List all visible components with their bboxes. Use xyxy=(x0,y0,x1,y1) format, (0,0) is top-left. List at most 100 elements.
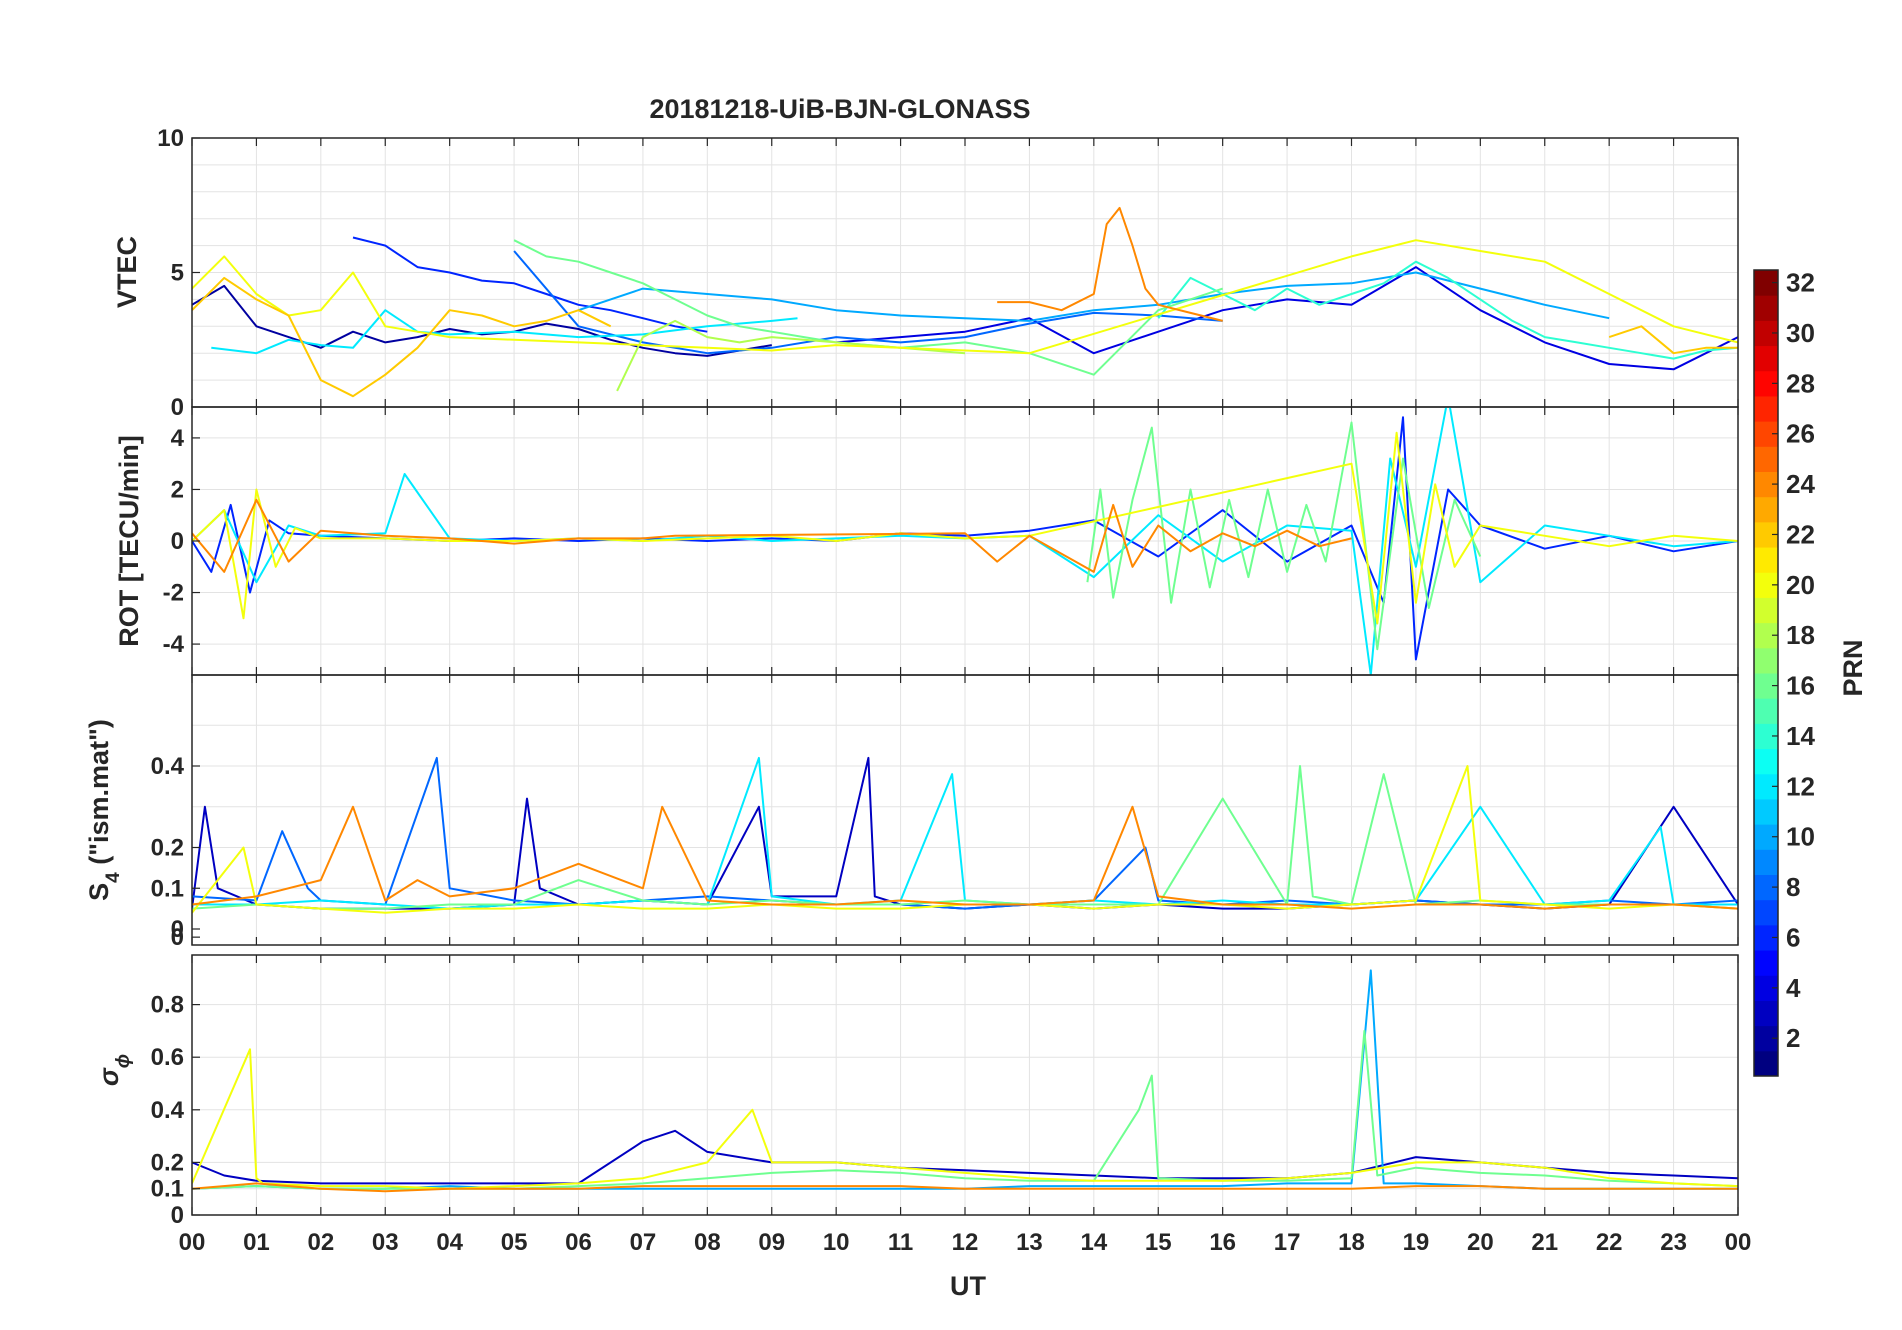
colorbar-segment xyxy=(1754,446,1778,472)
rot-series-prn-16 xyxy=(1086,421,1482,651)
colorbar-segment xyxy=(1754,1050,1778,1077)
sigma-y-tick-label: 0.2 xyxy=(151,1149,184,1176)
colorbar-segment xyxy=(1754,647,1778,674)
x-tick-label: 00 xyxy=(179,1229,206,1256)
x-axis-label: UT xyxy=(950,1271,986,1301)
rot-y-tick-label: 0 xyxy=(171,528,184,555)
x-tick-label: 22 xyxy=(1596,1229,1623,1256)
x-tick-label: 05 xyxy=(501,1229,528,1256)
colorbar-segment xyxy=(1754,295,1778,321)
x-tick-label: 00 xyxy=(1725,1229,1752,1256)
s4-series-prn-12 xyxy=(192,756,1738,910)
x-tick-label: 10 xyxy=(823,1229,850,1256)
colorbar-tick-label: 10 xyxy=(1786,822,1815,852)
colorbar-tick-label: 20 xyxy=(1786,570,1815,600)
rot-y-tick-label: -2 xyxy=(163,580,184,607)
x-tick-label: 21 xyxy=(1531,1229,1558,1256)
colorbar-tick-label: 4 xyxy=(1786,973,1801,1003)
colorbar-segment xyxy=(1754,748,1778,775)
s4-y-tick-label: 0.2 xyxy=(151,835,184,862)
s4-series-group xyxy=(192,756,1738,914)
vtec-series-prn-20 xyxy=(192,239,1738,355)
colorbar-tick-label: 30 xyxy=(1786,318,1815,348)
rot-y-label: ROT [TECU/min] xyxy=(114,435,144,646)
colorbar-segment xyxy=(1754,798,1778,825)
x-tick-label: 18 xyxy=(1338,1229,1365,1256)
rot-y-tick-label: 2 xyxy=(171,476,184,503)
colorbar-segment xyxy=(1754,849,1778,875)
colorbar-segment xyxy=(1754,395,1778,422)
s4-y-tick-label: 0.4 xyxy=(151,753,185,780)
colorbar-tick-label: 14 xyxy=(1786,721,1815,751)
x-tick-label: 12 xyxy=(952,1229,979,1256)
colorbar-segment xyxy=(1754,950,1778,976)
vtec-series-prn-6 xyxy=(352,236,708,333)
s4-series-prn-24 xyxy=(192,805,1738,910)
x-tick-label: 02 xyxy=(307,1229,334,1256)
x-tick-label: 17 xyxy=(1274,1229,1301,1256)
s4-y-label: S4 ("ism.mat") xyxy=(84,719,124,901)
x-tick-label: 11 xyxy=(888,1229,913,1256)
x-tick-label: 06 xyxy=(565,1229,592,1256)
colorbar-segment xyxy=(1754,345,1778,372)
panel-sigma: 00.10.2 0.4 0.6 0.8 xyxy=(151,954,1739,1229)
sigma-series-prn-24 xyxy=(192,1182,1738,1193)
colorbar-tick-label: 32 xyxy=(1786,268,1815,298)
vtec-series-prn-2 xyxy=(192,284,772,357)
colorbar-tick-label: 28 xyxy=(1786,368,1815,398)
colorbar-segment xyxy=(1754,496,1778,523)
vtec-series-prn-10 xyxy=(578,271,1610,322)
vtec-y-tick-label: 5 xyxy=(171,260,184,287)
panel-s4: 00 0.1 0.2 0.4 xyxy=(151,674,1739,951)
vtec-y-tick-label: 0 xyxy=(171,394,184,421)
x-tick-label: 07 xyxy=(630,1229,657,1256)
colorbar-tick-label: 8 xyxy=(1786,872,1800,902)
vtec-series-prn-24 xyxy=(997,206,1223,322)
x-tick-label: 03 xyxy=(372,1229,399,1256)
x-tick-label: 15 xyxy=(1145,1229,1172,1256)
colorbar-frame xyxy=(1753,269,1779,1077)
x-tick-label: 08 xyxy=(694,1229,721,1256)
rot-series-prn-24 xyxy=(192,498,1352,573)
colorbar-tick-label: 2 xyxy=(1786,1023,1800,1053)
colorbar-tick-label: 18 xyxy=(1786,620,1815,650)
vtec-series-prn-4 xyxy=(836,266,1738,371)
x-tick-label: 14 xyxy=(1080,1229,1107,1256)
x-tick-label: 13 xyxy=(1016,1229,1043,1256)
colorbar-label: PRN xyxy=(1838,639,1868,696)
sigma-y-tick-label: 0.4 xyxy=(151,1097,185,1124)
figure-title: 20181218-UiB-BJN-GLONASS xyxy=(649,94,1030,124)
colorbar-segment xyxy=(1754,1000,1778,1027)
vtec-series-prn-16 xyxy=(513,239,1224,376)
vtec-series-prn-8 xyxy=(513,250,1223,355)
sigma-y-tick-label: 0.6 xyxy=(151,1044,184,1071)
x-tick-label: 04 xyxy=(436,1229,463,1256)
colorbar-tick-label: 22 xyxy=(1786,519,1815,549)
colorbar-segment xyxy=(1754,547,1778,573)
colorbar-tick-label: 6 xyxy=(1786,922,1800,952)
rot-y-tick-label: 4 xyxy=(171,425,185,452)
colorbar-segment xyxy=(1754,698,1778,724)
vtec-y-label: VTEC xyxy=(112,236,142,308)
sigma-y-tick-label: 0 xyxy=(171,1202,184,1229)
rot-series-group xyxy=(192,407,1738,675)
s4-y-tick-label: 0.1 xyxy=(151,875,184,902)
sigma-y-label: σϕ xyxy=(94,1054,134,1086)
panel-vtec: 0 5 10 xyxy=(157,125,1739,421)
vtec-series-group xyxy=(192,206,1738,398)
s4-y-tick-label: 0 xyxy=(171,916,184,943)
s4-y-tick-label: 0 xyxy=(171,924,184,951)
vtec-y-tick-label: 10 xyxy=(157,125,184,152)
vtec-series-prn-22 xyxy=(192,276,612,398)
colorbar-tick-label: 26 xyxy=(1786,419,1815,449)
x-tick-label: 01 xyxy=(243,1229,270,1256)
rot-y-tick-label: -4 xyxy=(163,631,185,658)
vtec-series-prn-12 xyxy=(211,309,798,355)
s4-series-prn-16 xyxy=(192,765,1738,910)
x-tick-label: 19 xyxy=(1403,1229,1430,1256)
x-tick-label: 16 xyxy=(1209,1229,1236,1256)
x-tick-label: 09 xyxy=(758,1229,785,1256)
